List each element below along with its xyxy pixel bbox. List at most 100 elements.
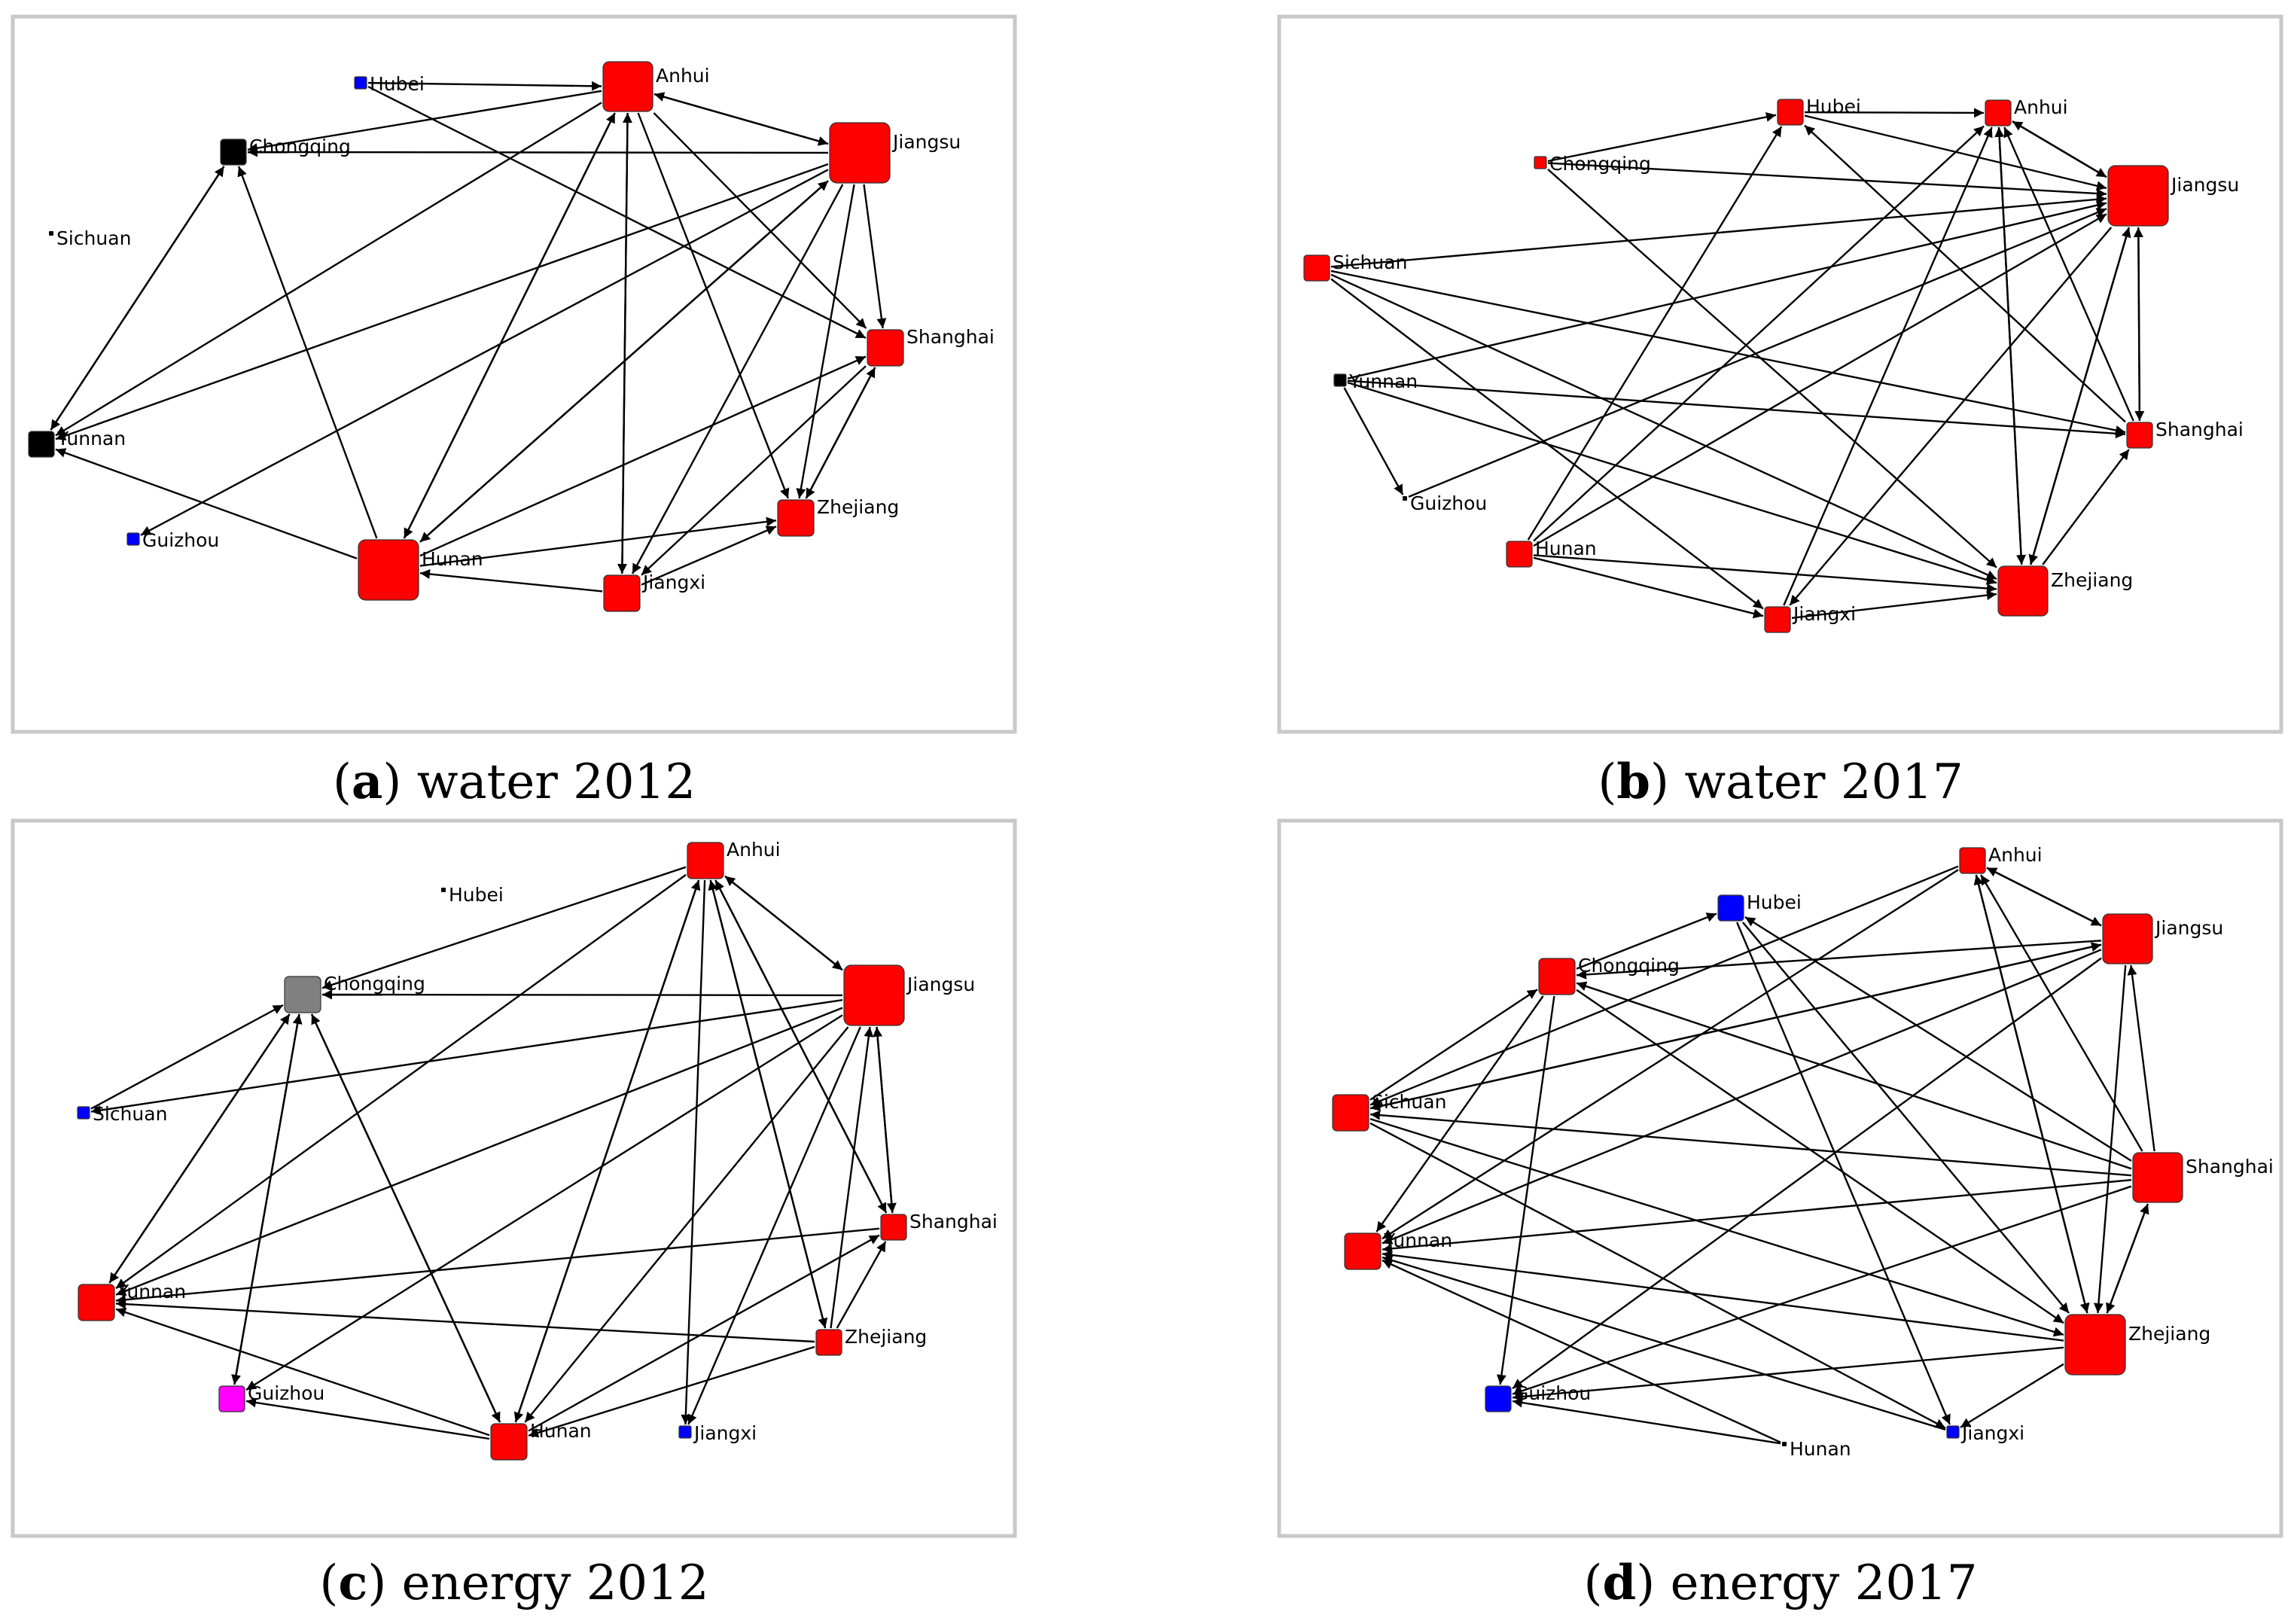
node-sichuan-marker [77,1106,90,1120]
node-sichuan: Sichuan [49,227,131,249]
node-chongqing-marker [220,139,247,166]
edge-anhui-to-shanghai [653,112,867,329]
node-jiangsu-marker [829,122,891,184]
edge-jiangxi-to-zhejiang [1791,590,1997,619]
edge-jiangxi-to-hunan [419,569,603,593]
edge-zhejiang-to-jiangsu [830,1026,874,1329]
edge-jiangsu-to-guizhou [1512,957,2102,1390]
node-sichuan-label: Sichuan [56,227,131,249]
node-shanghai: Shanghai [880,1211,998,1241]
edge-jiangsu-to-sichuan [90,999,843,1116]
edge-zhejiang-to-yunnan [1382,1250,2064,1342]
node-shanghai-marker [880,1214,907,1241]
node-jiangsu-label: Jiangsu [2170,174,2239,196]
edge-jiangsu-to-zhejiang [2028,227,2130,565]
edge-hunan-to-yunnan [1382,1259,1781,1443]
panel-b-letter: b [1616,754,1650,810]
edge-zhejiang-to-anhui [708,879,827,1329]
node-yunnan: Yunnan [28,428,126,458]
panel-a-edges [50,81,887,593]
edge-guizhou-to-chongqing [233,1013,303,1385]
panel-c-edges [90,866,897,1440]
node-jiangsu-marker [2107,165,2169,227]
edge-shanghai-to-chongqing [1576,981,2132,1170]
node-chongqing-label: Chongqing [249,136,351,157]
edge-sichuan-to-jiangsu [1330,194,2107,268]
edge-anhui-to-yunnan [55,102,602,437]
node-zhejiang: Zhejiang [1997,565,2133,617]
edge-jiangsu-to-anhui [1986,867,2102,927]
edge-shanghai-to-yunnan [1382,1179,2132,1254]
node-jiangxi: Jiangxi [678,1422,757,1444]
edge-hubei-to-zhejiang [1741,922,2070,1314]
node-guizhou-label: Guizhou [248,1382,324,1404]
edge-shanghai-to-anhui [714,879,888,1214]
node-jiangxi: Jiangxi [1764,603,1856,633]
edge-hunan-to-shanghai [419,355,867,557]
edge-jiangsu-to-jiangxi [687,1026,861,1425]
edge-jiangsu-to-zhejiang [2093,964,2127,1314]
panel-c: Anhui Jiangsu Shanghai Zhejiang Jiangxi Hunan… [11,818,1017,1611]
node-yunnan-marker [28,431,55,458]
node-shanghai: Shanghai [2126,419,2244,449]
edge-zhejiang-to-guizhou [1512,1346,2064,1402]
node-shanghai-label: Shanghai [909,1211,998,1232]
edge-anhui-to-zhejiang [637,112,790,499]
node-sichuan-label: Sichuan [1333,251,1407,273]
edge-hunan-to-jiangxi [1533,556,1764,619]
edge-jiangsu-to-yunnan [115,1007,843,1296]
node-yunnan: Yunnan [78,1281,186,1321]
node-shanghai-marker [2126,422,2153,449]
panel-d-edges [1369,865,2155,1445]
panel-d-nodes: Anhui Jiangsu Shanghai Zhejiang Jiangxi Hunan… [1332,844,2274,1460]
edge-sichuan-to-zhejiang [1330,273,1997,580]
node-jiangxi-label: Jiangxi [1960,1422,2024,1444]
edge-zhejiang-to-anhui [1994,126,2023,565]
panel-a-letter: a [352,754,382,810]
node-anhui: Anhui [602,61,710,112]
node-anhui: Anhui [687,839,781,879]
edge-shanghai-to-yunnan [115,1227,880,1305]
node-anhui-label: Anhui [727,839,781,861]
edge-jiangsu-to-jiangxi [631,184,844,574]
node-sichuan: Sichuan [77,1103,167,1125]
edge-chongqing-to-yunnan [1375,995,1544,1232]
edge-hunan-to-jiangsu [419,180,829,543]
edge-yunnan-to-zhejiang [1347,381,1997,585]
edge-jiangsu-to-anhui [653,92,829,145]
node-guizhou-marker [218,1385,245,1412]
node-hubei-marker [1777,99,1804,126]
node-hubei-label: Hubei [449,884,504,906]
panel-b-caption: (b) water 2017 [1598,754,1963,810]
node-zhejiang: Zhejiang [2064,1314,2210,1376]
node-hunan: Hunan [1782,1438,1851,1460]
node-jiangsu-label: Jiangsu [891,131,961,153]
node-hubei-label: Hubei [1806,96,1861,117]
node-guizhou: Guizhou [1485,1382,1591,1412]
node-chongqing: Chongqing [284,973,425,1013]
edge-shanghai-to-jiangsu [2127,964,2155,1152]
node-sichuan: Sichuan [1332,1091,1446,1132]
edge-yunnan-to-chongqing [108,1013,291,1284]
edge-chongqing-to-jiangsu [1547,162,2107,199]
node-jiangxi-label: Jiangxi [693,1422,757,1444]
edge-jiangsu-to-yunnan [55,163,829,440]
node-chongqing-label: Chongqing [1578,955,1680,977]
edge-hunan-to-guizhou [1512,1397,1781,1445]
edge-jiangsu-to-guizhou [245,1014,843,1391]
node-zhejiang-marker [777,499,815,537]
node-shanghai-label: Shanghai [2186,1156,2274,1178]
node-zhejiang: Zhejiang [815,1326,927,1356]
edge-sichuan-to-jiangsu [1369,942,2102,1110]
node-hunan-label: Hunan [422,548,483,570]
edge-jiangxi-to-anhui [621,112,632,574]
node-shanghai-marker [2132,1152,2183,1203]
node-yunnan: Yunnan [1333,370,1418,392]
edge-shanghai-to-jiangxi [641,365,867,576]
node-jiangxi-marker [1946,1425,1960,1439]
edge-hunan-to-shanghai [528,1234,880,1432]
edge-sichuan-to-chongqing [90,1004,284,1110]
edge-anhui-to-chongqing [247,90,602,154]
edge-chongqing-to-yunnan [50,166,225,431]
